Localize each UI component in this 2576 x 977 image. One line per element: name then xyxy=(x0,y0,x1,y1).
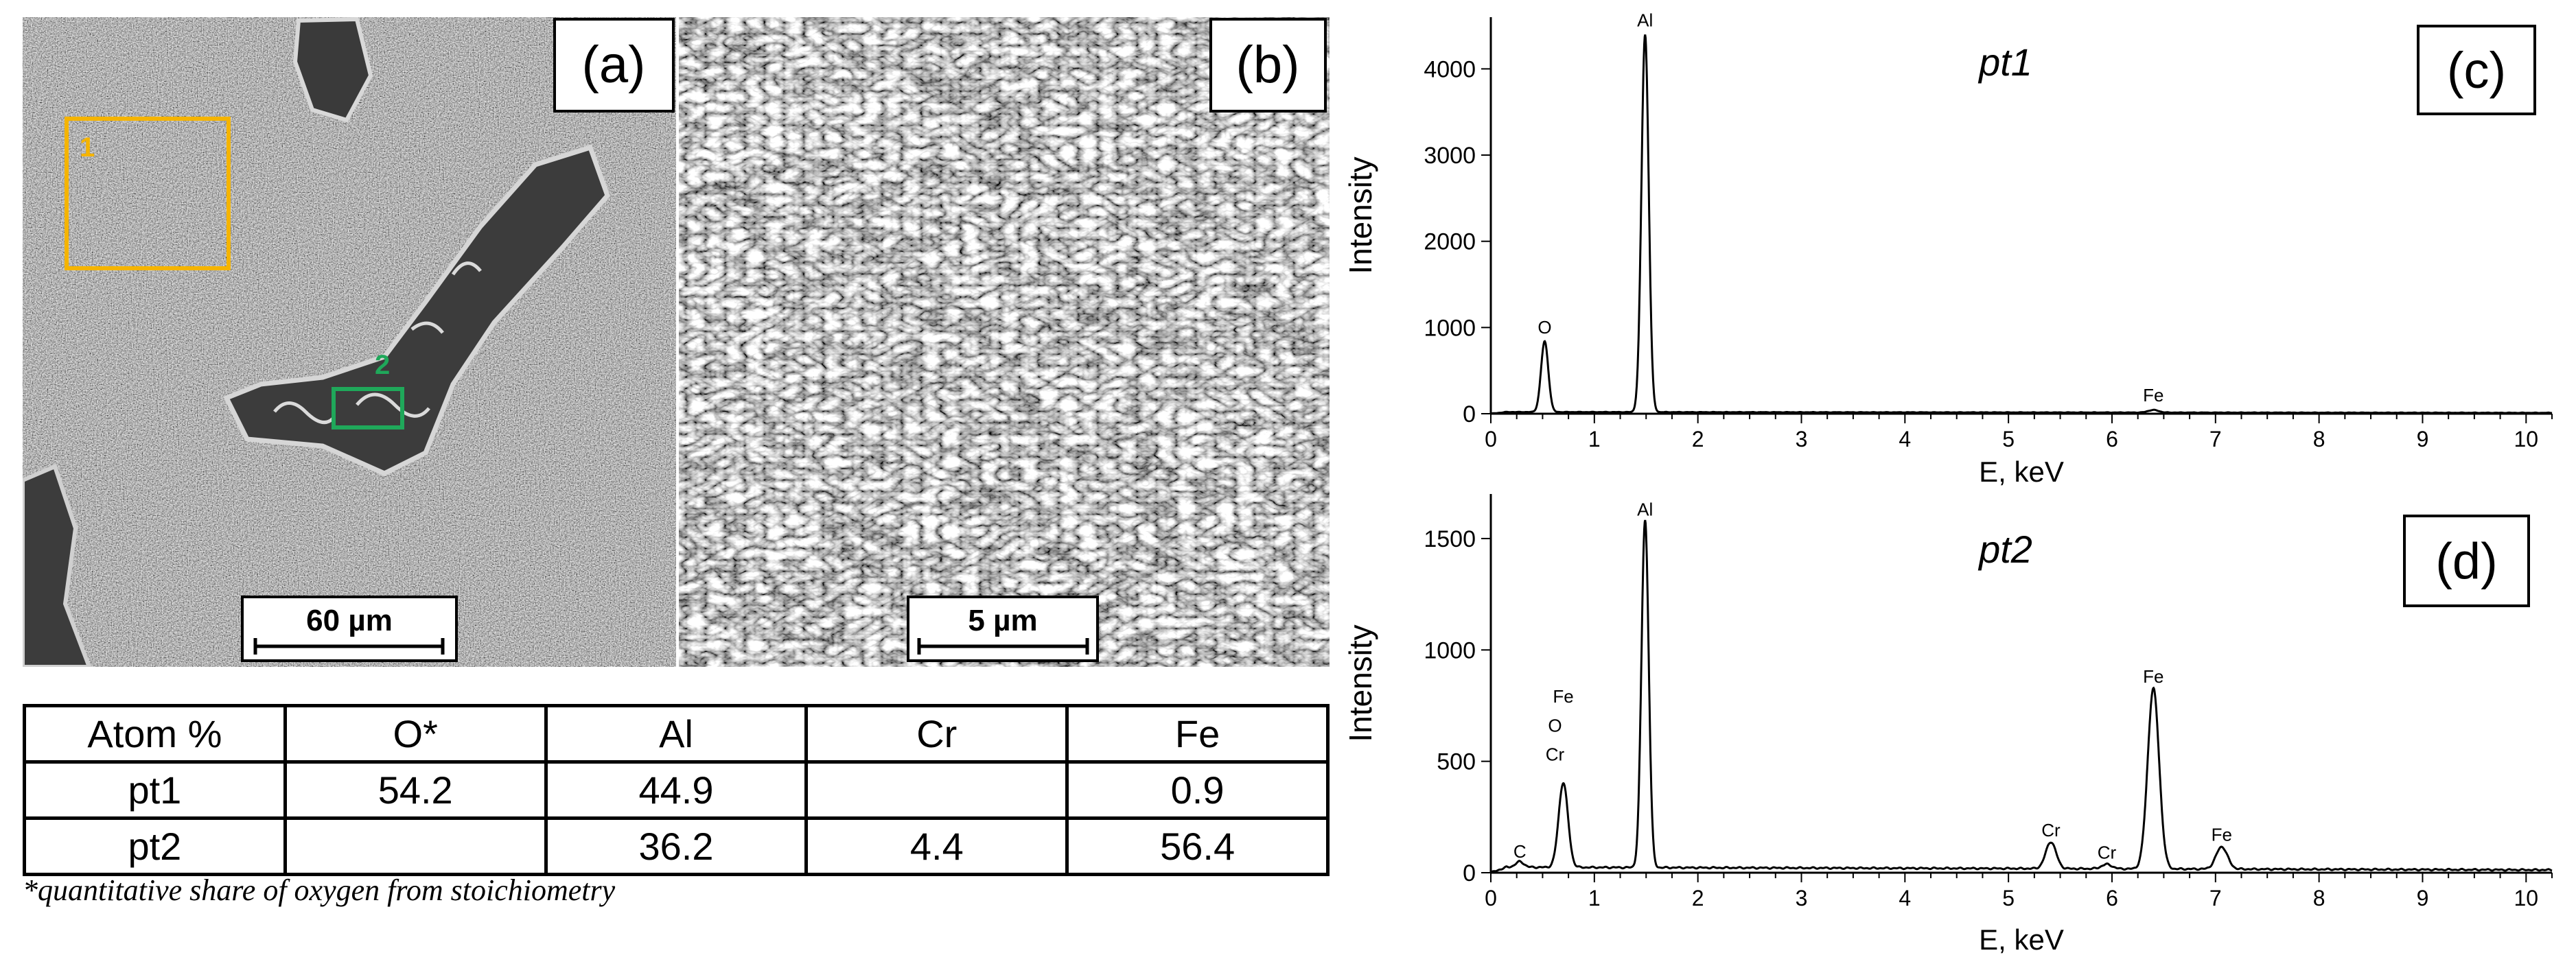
region-2-label: 2 xyxy=(375,350,390,380)
scale-bar-a-label: 60 µm xyxy=(306,604,393,637)
table-row: pt2 36.2 4.4 56.4 xyxy=(23,816,1330,876)
x-tick-label: 6 xyxy=(2106,886,2118,910)
y-axis-label: Intensity xyxy=(1343,624,1378,742)
y-tick-label: 0 xyxy=(1463,860,1476,886)
x-tick-label: 6 xyxy=(2106,427,2118,451)
x-tick-label: 0 xyxy=(1485,886,1497,910)
x-tick-label: 2 xyxy=(1692,886,1704,910)
y-tick-label: 1500 xyxy=(1424,526,1476,552)
peak-label: Fe xyxy=(2143,666,2163,687)
spectrum-line xyxy=(1490,34,2553,415)
table-cell: pt2 xyxy=(23,816,287,876)
table-cell: 0.9 xyxy=(1065,760,1330,820)
x-tick-label: 8 xyxy=(2313,427,2325,451)
x-tick-label: 4 xyxy=(1899,886,1911,910)
table-cell xyxy=(804,760,1069,820)
chart-title: pt2 xyxy=(1977,528,2032,571)
peak-label: Cr xyxy=(2098,843,2117,863)
x-tick-label: 3 xyxy=(1796,427,1808,451)
x-tick-label: 5 xyxy=(2002,427,2015,451)
peak-label: O xyxy=(1548,715,1562,735)
spectrum-chart-d: 0 1 2 3 4 5 6 7 8 9 10 0 500 1000 1500 C Cr O Fe Al Cr Cr Fe Fe… xyxy=(1343,494,2553,956)
panel-label: (d) xyxy=(2435,533,2497,590)
scale-bar-b-box xyxy=(907,596,1099,662)
chart-title: pt1 xyxy=(1977,40,2032,84)
x-tick-label: 1 xyxy=(1588,427,1601,451)
table-header-cell: Al xyxy=(544,704,809,764)
table-header-cell: Cr xyxy=(804,704,1069,764)
micrograph-b: (b) 5 µm xyxy=(679,17,1330,667)
y-tick-label: 4000 xyxy=(1424,56,1476,82)
peak-label: O xyxy=(1538,317,1551,338)
x-axis-label: E, keV xyxy=(1979,456,2064,488)
panel-b-label-box xyxy=(1209,18,1327,113)
table-cell: 56.4 xyxy=(1065,816,1330,876)
panel-a-label-box xyxy=(553,18,675,113)
x-tick-label: 1 xyxy=(1588,886,1601,910)
peak-label: Fe xyxy=(1553,686,1573,707)
spectrum-line xyxy=(1489,519,2553,874)
x-tick-label: 5 xyxy=(2002,886,2015,910)
table-cell: 4.4 xyxy=(804,816,1069,876)
region-1-label: 1 xyxy=(80,132,95,163)
x-tick-label: 10 xyxy=(2514,427,2538,451)
table-header-cell: Fe xyxy=(1065,704,1330,764)
peak-label: Cr xyxy=(2041,820,2061,840)
peak-label: Fe xyxy=(2143,385,2163,405)
y-tick-label: 1000 xyxy=(1424,315,1476,341)
y-axis-label: Intensity xyxy=(1343,156,1378,274)
peak-label: Cr xyxy=(1546,744,1565,765)
panel-a-label: (a) xyxy=(582,36,646,94)
table-footnote: *quantitative share of oxygen from stoic… xyxy=(23,873,616,907)
dark-phase-regions xyxy=(23,17,610,667)
region-1-box xyxy=(65,117,231,270)
x-tick-label: 9 xyxy=(2417,427,2429,451)
peak-label: Al xyxy=(1637,499,1653,519)
table-cell: pt1 xyxy=(23,760,287,820)
x-tick-label: 3 xyxy=(1796,886,1808,910)
peak-label: Al xyxy=(1637,10,1653,31)
panel-label: (c) xyxy=(2447,42,2506,99)
table-cell: 54.2 xyxy=(283,760,548,820)
x-tick-label: 7 xyxy=(2209,427,2222,451)
table-header-cell: Atom % xyxy=(23,704,287,764)
table-cell xyxy=(283,816,548,876)
x-tick-label: 9 xyxy=(2417,886,2429,910)
peak-label: Fe xyxy=(2212,825,2232,845)
y-tick-label: 0 xyxy=(1463,401,1476,427)
composition-table: Atom % O* Al Cr Fe pt1 54.2 44.9 0.9 pt2… xyxy=(23,704,1330,876)
table-header-cell: O* xyxy=(283,704,548,764)
x-tick-label: 2 xyxy=(1692,427,1704,451)
x-tick-label: 0 xyxy=(1485,427,1497,451)
x-tick-label: 8 xyxy=(2313,886,2325,910)
table-cell: 44.9 xyxy=(544,760,809,820)
scale-bar-b-label: 5 µm xyxy=(968,604,1037,637)
micrograph-a: 1 2 (a) 60 µm xyxy=(23,17,676,667)
y-tick-label: 3000 xyxy=(1424,143,1476,169)
scale-bar-a-box xyxy=(241,596,458,662)
spectrum-chart-c: 0 1 2 3 4 5 6 7 8 9 10 0 1000 2000 3000 4000 O Al Fe pt1 E, … xyxy=(1343,10,2553,488)
y-tick-label: 500 xyxy=(1437,749,1476,775)
panel-b-label: (b) xyxy=(1236,36,1300,94)
y-tick-label: 2000 xyxy=(1424,229,1476,255)
x-tick-label: 4 xyxy=(1899,427,1911,451)
y-tick-label: 1000 xyxy=(1424,637,1476,663)
x-tick-label: 7 xyxy=(2209,886,2222,910)
table-row: pt1 54.2 44.9 0.9 xyxy=(23,760,1330,820)
panel-label-box xyxy=(2403,515,2530,607)
table-header-row: Atom % O* Al Cr Fe xyxy=(23,704,1330,764)
table-cell: 36.2 xyxy=(544,816,809,876)
region-2-box xyxy=(332,387,404,429)
x-tick-label: 10 xyxy=(2514,886,2538,910)
peak-label: C xyxy=(1513,841,1527,862)
panel-label-box xyxy=(2417,25,2536,115)
x-axis-label: E, keV xyxy=(1979,923,2064,956)
